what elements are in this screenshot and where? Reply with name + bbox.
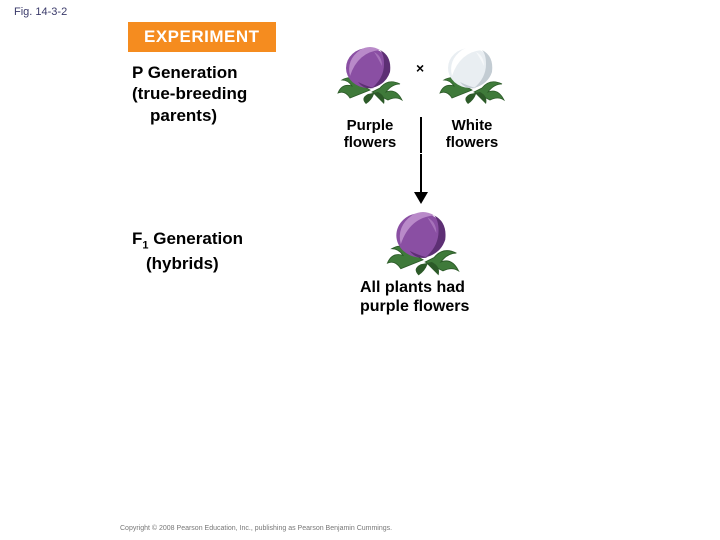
f1-result-label: All plants had purple flowers: [360, 278, 469, 316]
f1-line2: (hybrids): [146, 254, 219, 273]
f1-flower-icon: [378, 202, 468, 282]
white-label-1: White: [452, 117, 493, 134]
f1-flower: [378, 202, 468, 287]
label-divider: [420, 117, 422, 153]
white-flower-label: White flowers: [432, 117, 512, 152]
p-gen-line2: (true-breeding: [132, 84, 247, 103]
p-gen-line1: P Generation: [132, 63, 238, 82]
parent-flower-purple: Purple flowers: [330, 38, 410, 152]
f1-result-2: purple flowers: [360, 298, 469, 315]
experiment-badge: EXPERIMENT: [128, 22, 276, 52]
purple-label-1: Purple: [347, 117, 394, 134]
f1-result-1: All plants had: [360, 279, 465, 296]
purple-flower-label: Purple flowers: [330, 117, 410, 152]
f1-prefix: F: [132, 229, 142, 248]
white-flower-icon: [432, 38, 512, 110]
parent-flower-white: White flowers: [432, 38, 512, 152]
f1-generation-label: F1 Generation (hybrids): [132, 228, 243, 274]
figure-number: Fig. 14-3-2: [14, 6, 67, 18]
purple-flower-icon: [330, 38, 410, 110]
white-label-2: flowers: [446, 134, 499, 151]
cross-symbol: ×: [416, 60, 424, 76]
arrow-shaft: [420, 154, 422, 194]
copyright-text: Copyright © 2008 Pearson Education, Inc.…: [120, 525, 392, 532]
f1-suffix: Generation: [149, 229, 243, 248]
purple-label-2: flowers: [344, 134, 397, 151]
p-generation-label: P Generation (true-breeding parents): [132, 62, 247, 126]
p-gen-line3: parents): [150, 106, 217, 125]
